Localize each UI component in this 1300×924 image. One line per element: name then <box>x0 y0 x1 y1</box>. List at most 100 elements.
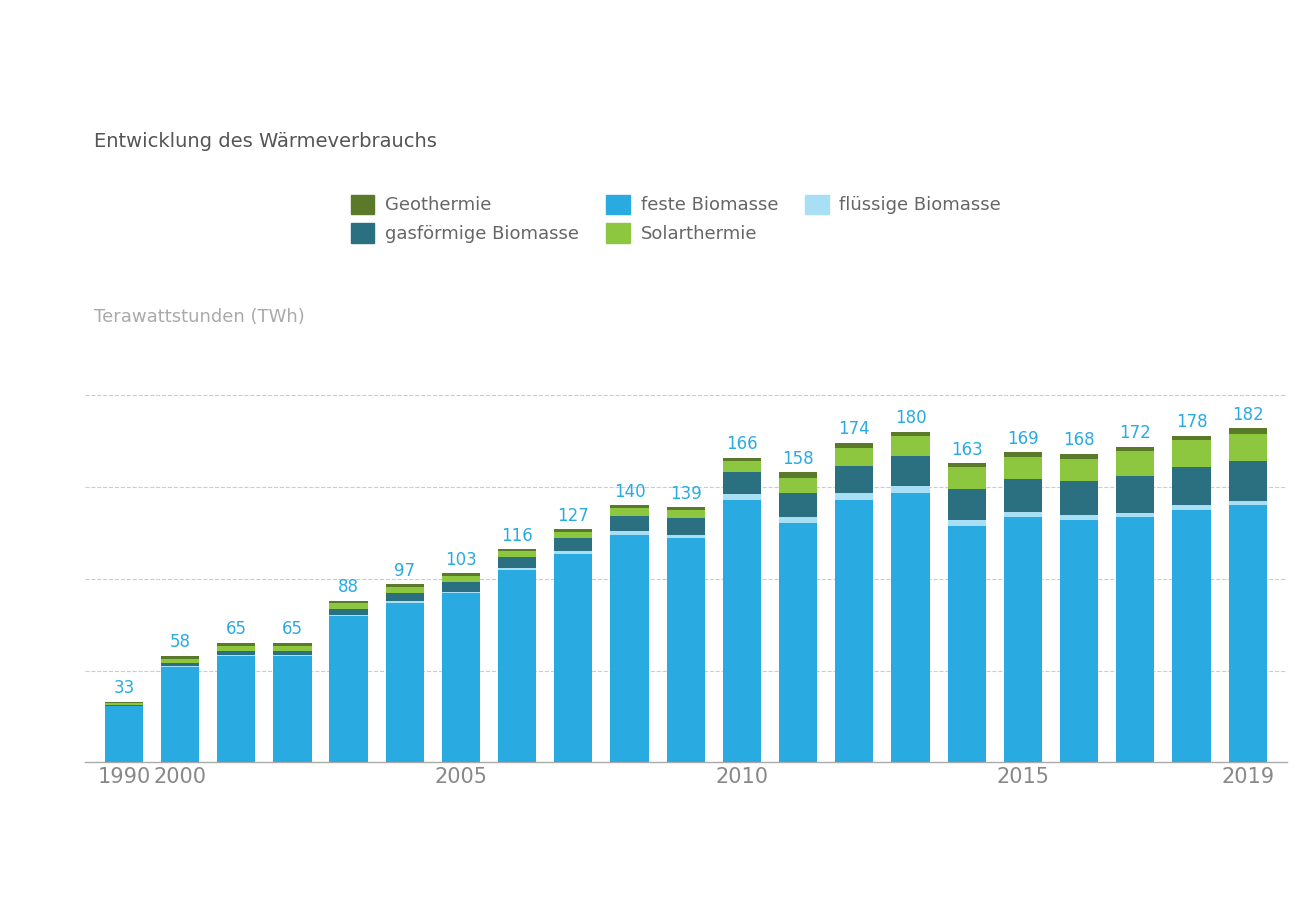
FancyBboxPatch shape <box>88 871 138 907</box>
Text: 169: 169 <box>1008 430 1039 447</box>
Bar <box>667 510 705 518</box>
Bar <box>1004 452 1043 456</box>
Bar <box>723 472 760 494</box>
Bar <box>329 601 368 603</box>
Bar <box>442 573 480 576</box>
Bar <box>161 667 199 762</box>
Bar <box>892 435 930 456</box>
Text: 116: 116 <box>502 527 533 545</box>
Text: Stand: 12/2020  |  Daten: UBA, AGEE Stat  |  Grafik: www.co2online.de: Stand: 12/2020 | Daten: UBA, AGEE Stat |… <box>0 882 465 896</box>
Text: Terawattstunden (TWh): Terawattstunden (TWh) <box>94 308 304 325</box>
Bar <box>611 508 649 517</box>
Bar <box>442 591 480 593</box>
Bar <box>1004 479 1043 512</box>
Bar <box>948 526 985 762</box>
Bar <box>386 601 424 602</box>
Bar <box>779 523 818 762</box>
Bar <box>779 517 818 523</box>
Text: 65: 65 <box>282 620 303 638</box>
Bar <box>1173 467 1210 505</box>
Bar <box>554 529 593 532</box>
Text: 178: 178 <box>1175 413 1208 432</box>
Bar <box>386 587 424 593</box>
Bar <box>948 489 985 520</box>
Bar <box>1117 513 1154 517</box>
Bar <box>386 602 424 762</box>
Bar <box>498 552 537 557</box>
Text: 163: 163 <box>950 441 983 458</box>
Bar <box>611 531 649 535</box>
Text: 140: 140 <box>614 483 645 501</box>
Bar <box>948 467 985 489</box>
Bar <box>1060 516 1098 520</box>
Bar <box>1060 520 1098 762</box>
FancyBboxPatch shape <box>3 871 52 907</box>
Bar <box>554 532 593 539</box>
Text: Wärme aus erneuerbaren Energien: Wärme aus erneuerbaren Energien <box>239 33 1061 76</box>
Bar <box>105 706 143 762</box>
Bar <box>1117 517 1154 762</box>
Bar <box>329 603 368 610</box>
Text: 88: 88 <box>338 578 359 596</box>
Text: 103: 103 <box>445 551 477 568</box>
Bar <box>498 567 537 569</box>
Text: co: co <box>1154 880 1183 899</box>
FancyBboxPatch shape <box>60 871 109 907</box>
Bar <box>1228 505 1266 762</box>
Text: 2: 2 <box>1183 880 1199 899</box>
Bar <box>217 656 255 762</box>
Text: 65: 65 <box>226 620 247 638</box>
Bar <box>386 593 424 601</box>
Text: 139: 139 <box>670 484 702 503</box>
Bar <box>835 493 874 500</box>
Text: 180: 180 <box>894 409 927 428</box>
Bar <box>667 507 705 510</box>
Bar <box>892 456 930 486</box>
Bar <box>723 457 760 461</box>
Bar <box>723 500 760 762</box>
Text: online: online <box>1216 880 1294 899</box>
Text: 168: 168 <box>1063 432 1095 449</box>
Bar <box>1117 446 1154 451</box>
Bar <box>217 646 255 651</box>
Bar <box>1228 433 1266 461</box>
Text: 33: 33 <box>113 679 134 697</box>
Bar <box>554 552 593 554</box>
Bar <box>273 651 312 655</box>
Bar <box>442 576 480 582</box>
Bar <box>611 517 649 531</box>
Bar <box>217 651 255 655</box>
Bar <box>1004 517 1043 762</box>
Bar <box>1004 456 1043 479</box>
Bar <box>442 582 480 591</box>
Bar <box>105 702 143 705</box>
Bar <box>1173 435 1210 440</box>
Bar <box>611 535 649 762</box>
Bar <box>779 478 818 493</box>
Bar <box>1117 451 1154 476</box>
Bar <box>329 610 368 615</box>
Bar <box>667 518 705 535</box>
Bar <box>723 494 760 500</box>
Bar <box>948 463 985 467</box>
Bar <box>892 432 930 435</box>
Bar <box>779 493 818 517</box>
Bar <box>1060 454 1098 458</box>
Bar <box>442 593 480 762</box>
Bar <box>667 539 705 762</box>
Bar <box>1060 458 1098 480</box>
Bar <box>273 656 312 762</box>
Bar <box>498 569 537 762</box>
Bar <box>892 486 930 492</box>
Bar <box>498 550 537 552</box>
Bar <box>723 461 760 472</box>
Bar <box>554 539 593 552</box>
Text: 127: 127 <box>558 506 589 525</box>
Bar <box>498 557 537 567</box>
Bar <box>892 492 930 762</box>
Bar <box>948 520 985 526</box>
Bar <box>161 656 199 659</box>
Bar <box>611 505 649 508</box>
Bar <box>1173 440 1210 467</box>
Text: 174: 174 <box>838 420 870 438</box>
